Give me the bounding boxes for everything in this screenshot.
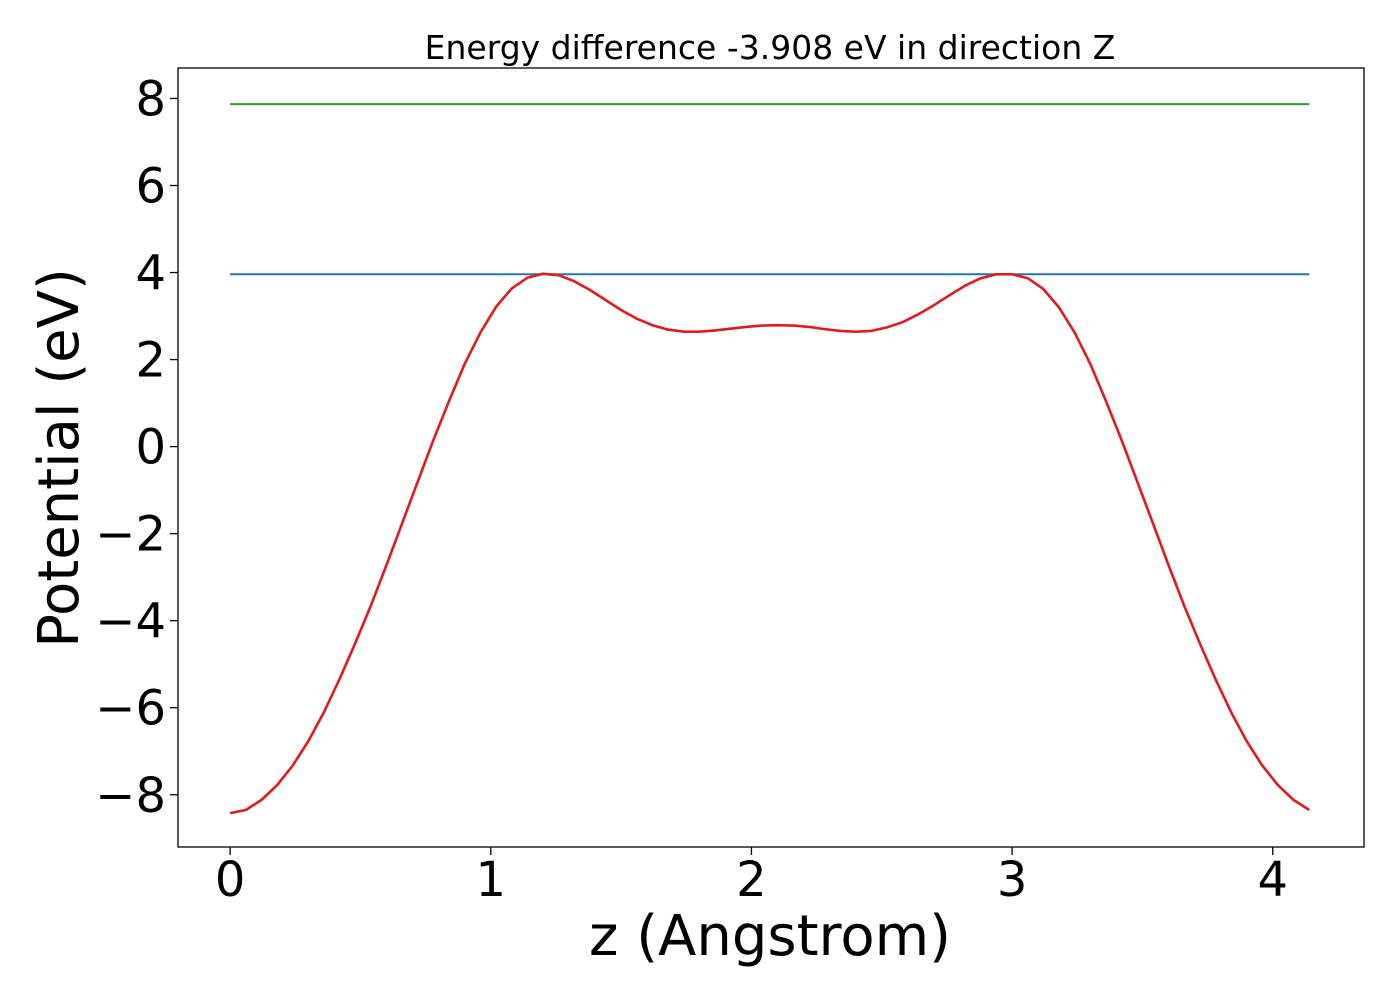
series-layer [229,103,1310,815]
y-tick-label: −2 [95,507,166,563]
y-tick-label: −4 [95,594,166,650]
x-tick-label: 2 [736,852,767,908]
y-tick-label: −6 [95,681,166,737]
x-axis-label: z (Angstrom) [589,904,951,969]
y-tick-label: 0 [135,420,166,476]
y-tick-label: 4 [135,246,166,302]
y-tick-label: 6 [135,159,166,215]
x-tick-label: 0 [215,852,246,908]
y-tick-label: −8 [95,768,166,824]
x-tick-label: 4 [1257,852,1288,908]
y-tick-label: 8 [135,71,166,127]
series-line-3 [229,272,1310,815]
x-axis-ticks: 0 1 2 3 4 [215,847,1288,908]
plot-area-frame [177,67,1365,848]
chart-title: Energy difference -3.908 eV in direction… [425,28,1116,67]
y-axis-label: Potential (eV) [27,268,92,648]
y-axis-ticks: −8 −6 −4 −2 0 2 4 6 8 [95,71,178,824]
x-tick-label: 1 [476,852,507,908]
y-tick-label: 2 [135,333,166,389]
x-tick-label: 3 [997,852,1028,908]
